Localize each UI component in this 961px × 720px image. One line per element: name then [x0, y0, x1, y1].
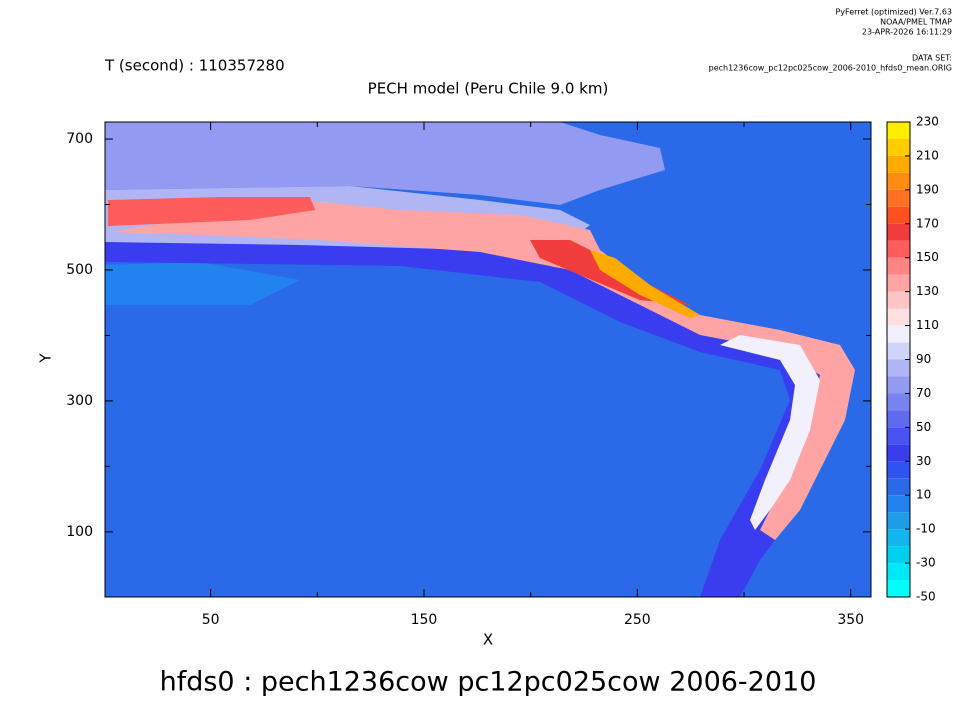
colorbar-swatch — [887, 291, 910, 309]
colorbar-tick-label: 190 — [916, 182, 939, 196]
x-tick-label: 350 — [837, 612, 864, 628]
header-line: 23-APR-2026 16:11:29 — [862, 28, 952, 37]
colorbar-swatch — [887, 461, 910, 479]
dataset-label: DATA SET: — [912, 54, 952, 63]
colorbar-swatch — [887, 223, 910, 241]
colorbar-swatch — [887, 206, 910, 224]
colorbar-swatch — [887, 325, 910, 343]
field — [105, 122, 871, 597]
x-tick-label: 150 — [411, 612, 438, 628]
colorbar-swatch — [887, 546, 910, 564]
x-axis-label: X — [483, 631, 493, 649]
colorbar-tick-label: 110 — [916, 318, 939, 332]
header-line: PyFerret (optimized) Ver.7.63 — [835, 8, 952, 17]
y-tick-label: 300 — [66, 393, 93, 409]
colorbar-swatch — [887, 138, 910, 156]
colorbar-tick-label: 90 — [916, 352, 931, 366]
contour-region — [590, 250, 700, 318]
contour-region — [720, 335, 820, 530]
colorbar-tick-label: 230 — [916, 115, 939, 129]
colorbar-tick-label: 130 — [916, 284, 939, 298]
plot-frame — [104, 121, 872, 598]
colorbar-swatch — [887, 393, 910, 411]
contour-region — [105, 122, 665, 205]
colorbar-tick-label: -10 — [916, 522, 936, 536]
y-tick-label: 700 — [66, 131, 93, 147]
y-tick-label: 100 — [66, 524, 93, 540]
colorbar-tick-label: 210 — [916, 148, 939, 162]
colorbar-tick-label: 150 — [916, 250, 939, 264]
contour-region — [105, 235, 840, 597]
dataset: pech1236cow_pc12pc025cow_2006-2010_hfds0… — [709, 64, 952, 73]
y-tick-label: 500 — [66, 262, 93, 278]
colorbar-tick-label: 70 — [916, 386, 931, 400]
colorbar-swatch — [887, 308, 910, 326]
colorbar-tick-label: 50 — [916, 420, 931, 434]
colorbar-swatch — [887, 427, 910, 445]
colorbar-swatch — [887, 512, 910, 530]
colorbar-swatch — [887, 122, 910, 139]
header-line: NOAA/PMEL TMAP — [880, 18, 952, 27]
colorbar-swatch — [887, 359, 910, 377]
colorbar-swatch — [887, 444, 910, 462]
contour-region — [108, 197, 315, 226]
colorbar-swatch — [887, 410, 910, 428]
y-axis-label: Y — [37, 353, 55, 364]
colorbar-swatch — [887, 155, 910, 173]
chart-title: PECH model (Peru Chile 9.0 km) — [368, 80, 609, 98]
colorbar-swatch — [887, 274, 910, 292]
caption: hfds0 : pech1236cow pc12pc025cow 2006-20… — [160, 667, 817, 698]
colorbar-swatch — [887, 563, 910, 581]
x-tick-label: 250 — [624, 612, 651, 628]
colorbar-swatch — [887, 580, 910, 597]
colorbar-swatch — [887, 342, 910, 360]
colorbar-swatch — [887, 257, 910, 275]
colorbar-swatch — [887, 189, 910, 207]
colorbar-tick-label: 30 — [916, 454, 931, 468]
colorbar-swatch — [887, 495, 910, 513]
contour-region — [110, 200, 855, 540]
colorbar-swatch — [887, 478, 910, 496]
colorbar-swatch — [887, 240, 910, 258]
contour-region — [105, 262, 300, 305]
colorbar-swatch — [887, 172, 910, 190]
colorbar-tick-label: -50 — [916, 590, 936, 604]
x-tick-label: 50 — [202, 612, 220, 628]
colorbar-swatch — [887, 529, 910, 547]
subtitle: T (second) : 110357280 — [104, 57, 285, 75]
colorbar-swatch — [887, 376, 910, 394]
colorbar-tick-label: -30 — [916, 556, 936, 570]
colorbar-tick-label: 170 — [916, 216, 939, 230]
colorbar-tick-label: 10 — [916, 488, 931, 502]
